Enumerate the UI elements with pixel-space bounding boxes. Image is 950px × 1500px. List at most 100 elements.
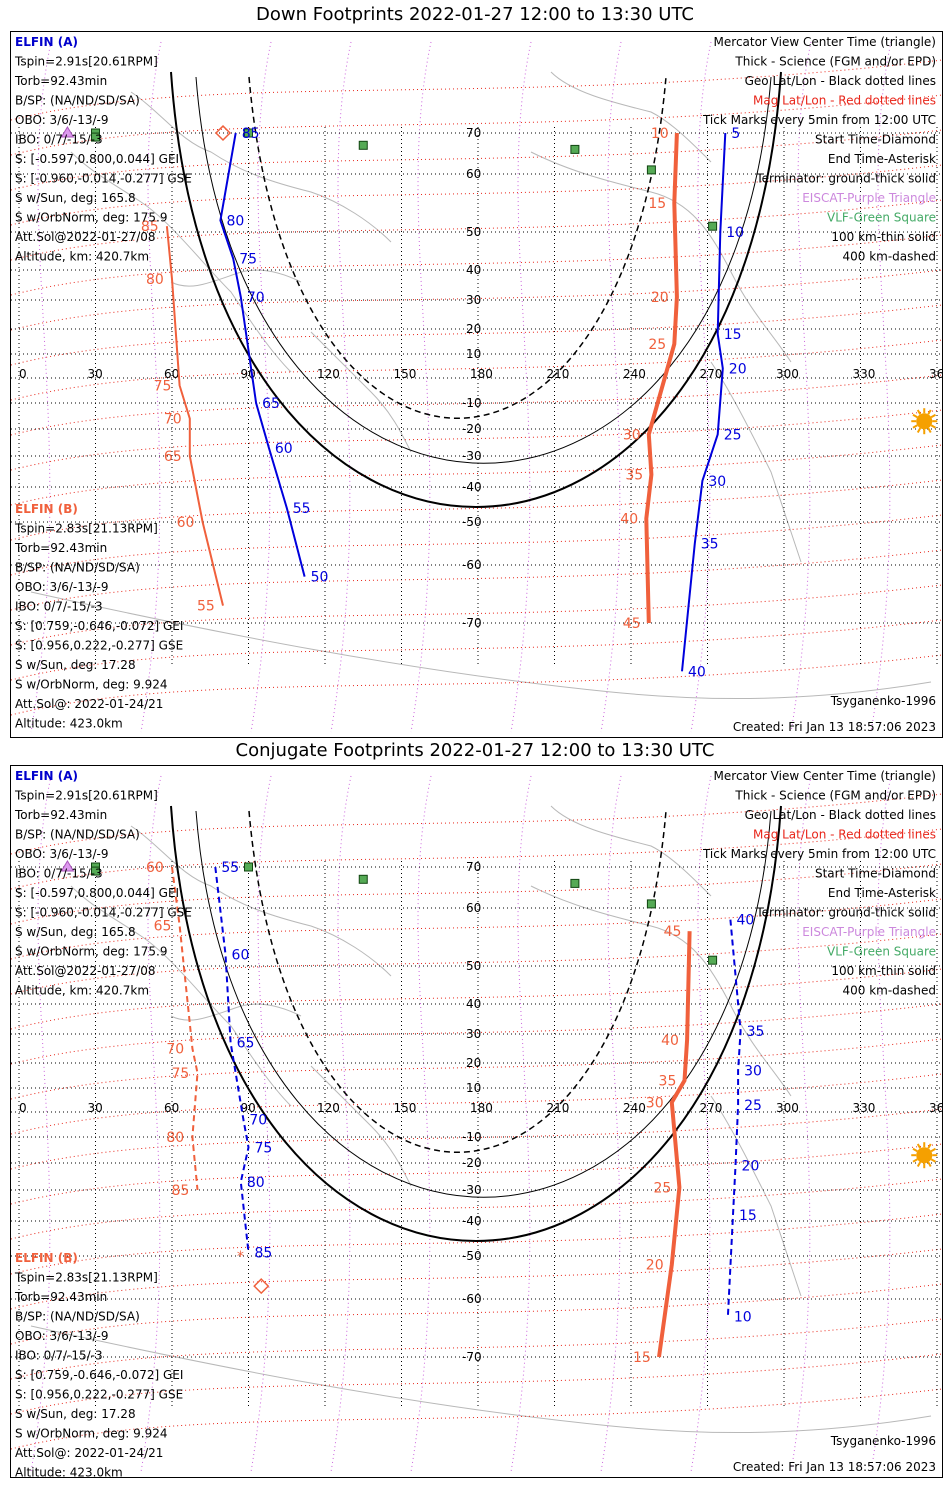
coastline-4: [710, 361, 802, 563]
track-tick-label: 35: [625, 468, 643, 484]
mag-lon-line-6: [600, 775, 622, 1473]
mag-lat-line-3: [10, 898, 943, 960]
lon-tick-label: 300: [776, 1101, 799, 1115]
track-tick-label: 85: [141, 219, 159, 235]
lat-tick-label: 20: [466, 1056, 481, 1070]
elfin-b-info-line: S w/OrbNorm, deg: 9.924: [15, 678, 167, 692]
lon-tick-label: 300: [776, 367, 799, 381]
mag-lat-line-14: [10, 1283, 943, 1345]
elfin-b-info-line: S w/OrbNorm, deg: 9.924: [15, 1427, 167, 1441]
track-tick-label: 25: [744, 1098, 762, 1114]
track-tick-label: 20: [729, 361, 747, 377]
track-tick-label: 10: [734, 1309, 752, 1325]
lon-tick-label: 120: [317, 367, 340, 381]
track-tick-label: 70: [164, 412, 182, 428]
track-tick-label: 55: [197, 599, 215, 615]
lat-tick-label: -70: [462, 1350, 482, 1364]
lat-tick-label: -10: [462, 1130, 482, 1144]
legend-entry: Terminator: ground-thick solid: [755, 172, 936, 186]
mag-lat-line-3: [10, 164, 943, 226]
elfin-a-label: ELFIN (A): [15, 769, 78, 783]
legend-entry: Geo Lat/Lon - Black dotted lines: [745, 74, 936, 88]
mag-lat-line-10: [10, 409, 943, 471]
elfin-b-info-line: Att.Sol@: 2022-01-24/21: [15, 1446, 163, 1460]
elfin-b-info: ELFIN (B) Tspin=2.83s[21.13RPM] Torb=92.43…: [14, 1251, 183, 1480]
mag-lat-line-15: [10, 1318, 943, 1380]
mag-lat-line-5: [10, 234, 943, 296]
lat-tick-label: -60: [462, 1292, 482, 1306]
coastline-2: [310, 1065, 412, 1187]
lat-tick-label: 40: [466, 263, 481, 277]
terminator-ground: [170, 805, 782, 1242]
footprint-track-b-left: [171, 866, 199, 1191]
track-tick-label: 15: [633, 1350, 651, 1366]
lat-tick-label: 70: [466, 860, 481, 874]
mag-lon-line-9: [870, 41, 892, 733]
vlf-station-square: [358, 140, 368, 150]
legend-entry: 400 km-dashed: [842, 984, 936, 998]
terminator-100km: [195, 76, 772, 464]
track-tick-label: 85: [255, 1246, 273, 1262]
mag-lat-line-15: [10, 584, 943, 646]
legend-entry: Thick - Science (FGM and/or EPD): [734, 55, 936, 69]
lat-tick-label: 50: [466, 225, 481, 239]
vlf-station-square: [646, 899, 656, 909]
mag-lat-line-8: [10, 1073, 943, 1135]
track-tick-label: 55: [221, 860, 239, 876]
elfin-a-info-line: IBO: 0/7/-15/-3: [15, 133, 103, 147]
track-tick-label: 15: [648, 196, 666, 212]
mag-lon-line-3: [330, 41, 352, 733]
track-tick-label: 15: [724, 327, 742, 343]
start-time-diamond: [253, 1278, 270, 1295]
terminator-400km: [248, 76, 667, 419]
elfin-b-info-line: B/SP: (NA/ND/SD/SA): [15, 1310, 140, 1324]
mag-lon-line-5: [510, 775, 532, 1473]
mag-lat-line-6: [10, 269, 943, 331]
lon-tick-label: 270: [700, 1101, 723, 1115]
vlf-station-square: [91, 132, 100, 142]
mag-lat-line-4: [10, 933, 943, 995]
sun-icon: [911, 1142, 938, 1169]
lon-tick-label: 30: [88, 367, 103, 381]
mag-lat-line-2: [10, 863, 943, 925]
coastline-2: [310, 331, 412, 453]
sun-ray: [927, 427, 932, 433]
sun-ray: [916, 427, 922, 433]
lon-tick-label: 360: [929, 1101, 942, 1115]
track-tick-label: 70: [247, 290, 265, 306]
mag-lat-line-12: [10, 479, 943, 541]
mag-lon-line-4: [410, 41, 432, 733]
track-tick-label: 35: [747, 1024, 765, 1040]
vlf-station-square: [708, 955, 718, 965]
elfin-b-info-line: OBO: 3/6/-13/-9: [15, 580, 109, 594]
legend-entry: Geo Lat/Lon - Black dotted lines: [745, 808, 936, 822]
vlf-station-square: [570, 878, 580, 888]
elfin-b-info-line: B/SP: (NA/ND/SD/SA): [15, 561, 140, 575]
legend-entry: 100 km-thin solid: [831, 964, 936, 978]
vlf-station-square: [570, 144, 580, 154]
elfin-a-info-line: Altitude, km: 420.7km: [15, 250, 149, 264]
mag-lat-line-1: [10, 828, 943, 890]
terminator-400km: [248, 810, 667, 1153]
track-tick-label: 10: [726, 225, 744, 241]
lat-tick-label: -20: [462, 422, 482, 436]
legend-entry: Mercator View Center Time (triangle): [714, 35, 936, 49]
lon-tick-label: 30: [88, 1101, 103, 1115]
eiscat-triangle: [60, 126, 75, 138]
mag-lat-line-9: [10, 374, 943, 436]
lat-tick-label: 10: [466, 347, 481, 361]
lat-tick-label: 10: [466, 1081, 481, 1095]
elfin-a-info-line: S w/OrbNorm, deg: 175.9: [15, 945, 167, 959]
lat-tick-label: -40: [462, 480, 482, 494]
mag-lat-line-13: [10, 514, 943, 576]
coastline-5: [30, 591, 932, 700]
lon-tick-label: 180: [470, 367, 493, 381]
mag-lat-line-0: [10, 59, 943, 121]
track-tick-label: 65: [154, 918, 172, 934]
coastline-5: [30, 1325, 932, 1434]
track-tick-label: 40: [688, 664, 706, 680]
lat-tick-label: 60: [466, 901, 481, 915]
elfin-a-info: ELFIN (A) Tspin=2.91s[20.61RPM] Torb=92.43…: [14, 769, 192, 998]
track-tick-label: 30: [708, 474, 726, 490]
mag-lat-line-7: [10, 1038, 943, 1100]
